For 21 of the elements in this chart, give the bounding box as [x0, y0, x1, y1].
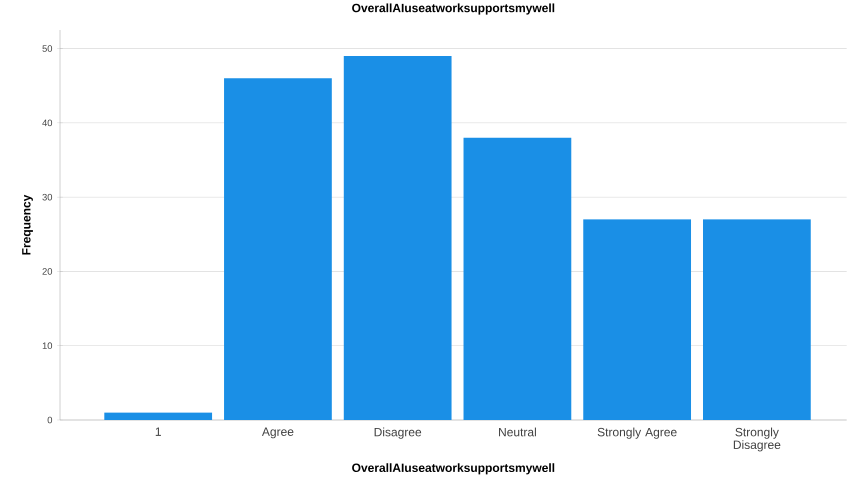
- x-tick-label: Strongly Disagree: [734, 428, 780, 452]
- y-tick-label: 20: [42, 268, 52, 275]
- x-tick-label: 1: [156, 428, 161, 436]
- x-tick-label: Neutral: [499, 428, 536, 436]
- bar: [104, 412, 212, 420]
- bar: [702, 219, 811, 420]
- bar: [344, 56, 452, 420]
- bar: [224, 78, 332, 420]
- x-tick-label: Strongly Agree: [598, 428, 677, 439]
- y-tick-label: 30: [42, 194, 52, 200]
- x-axis-title: OverallAIuseatworksupportsmywell: [352, 463, 554, 474]
- bar: [583, 219, 692, 420]
- y-axis-title: Frequency: [22, 194, 33, 255]
- y-tick-label: 40: [42, 120, 52, 126]
- x-tick-label: Agree: [262, 428, 294, 438]
- bar: [464, 138, 572, 420]
- x-tick-label: Disagree: [374, 428, 422, 439]
- y-tick-label: 10: [42, 342, 52, 350]
- y-tick-label: 50: [42, 45, 52, 52]
- chart-title: OverallAIuseatworksupportsmywell: [352, 3, 554, 15]
- y-tick-label: 0: [48, 416, 52, 424]
